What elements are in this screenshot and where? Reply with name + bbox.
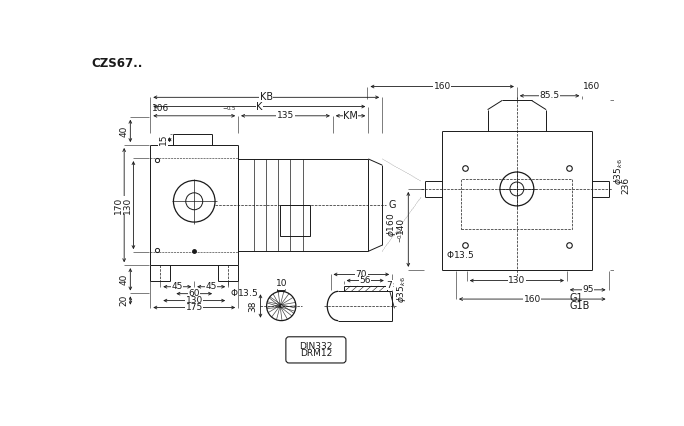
Text: 20: 20 — [120, 295, 129, 306]
Text: DIN332: DIN332 — [299, 342, 332, 351]
Text: 56: 56 — [359, 276, 371, 285]
Text: 10: 10 — [276, 279, 287, 288]
Text: 85.5: 85.5 — [540, 91, 560, 100]
FancyBboxPatch shape — [286, 337, 346, 363]
Text: DRM12: DRM12 — [300, 349, 332, 358]
Text: $\Phi$13.5: $\Phi$13.5 — [446, 249, 475, 260]
Bar — [280, 205, 310, 236]
Text: 45: 45 — [172, 282, 183, 291]
Text: 160: 160 — [583, 82, 600, 91]
Text: 175: 175 — [185, 303, 203, 312]
Text: K: K — [256, 101, 263, 112]
Text: $\phi$35$_{k6}$: $\phi$35$_{k6}$ — [395, 276, 408, 303]
Text: $_{-0.5}$: $_{-0.5}$ — [222, 104, 237, 113]
Text: 160: 160 — [524, 294, 541, 304]
Text: 95: 95 — [582, 285, 594, 294]
Text: CZS67..: CZS67.. — [91, 57, 142, 70]
Text: G1: G1 — [569, 293, 583, 303]
Text: $\Phi$13.5: $\Phi$13.5 — [230, 287, 258, 298]
Text: 140: 140 — [396, 217, 405, 234]
Text: 15: 15 — [159, 134, 168, 145]
Text: 160: 160 — [434, 82, 451, 91]
Text: $\phi$160: $\phi$160 — [385, 213, 398, 237]
Bar — [462, 179, 573, 229]
Text: 45: 45 — [205, 282, 217, 291]
Text: G1B: G1B — [569, 301, 590, 311]
Text: 70: 70 — [356, 270, 367, 279]
Text: 7: 7 — [386, 281, 393, 290]
Text: 106: 106 — [152, 104, 169, 113]
Text: 60: 60 — [189, 289, 200, 298]
Text: 40: 40 — [120, 273, 129, 285]
Text: 38: 38 — [248, 300, 257, 312]
Text: G: G — [389, 200, 396, 210]
Text: $\phi$35$_{k6}$: $\phi$35$_{k6}$ — [611, 158, 624, 185]
Text: 130: 130 — [122, 196, 132, 214]
Text: 236: 236 — [621, 176, 630, 194]
Text: 130: 130 — [185, 296, 203, 305]
Text: KM: KM — [343, 111, 358, 121]
Text: 130: 130 — [508, 276, 525, 285]
Text: 170: 170 — [114, 196, 122, 214]
Text: $_{-0.5}$: $_{-0.5}$ — [396, 228, 405, 243]
Text: 135: 135 — [277, 111, 294, 120]
Text: 40: 40 — [120, 125, 129, 137]
Text: KB: KB — [260, 92, 273, 102]
